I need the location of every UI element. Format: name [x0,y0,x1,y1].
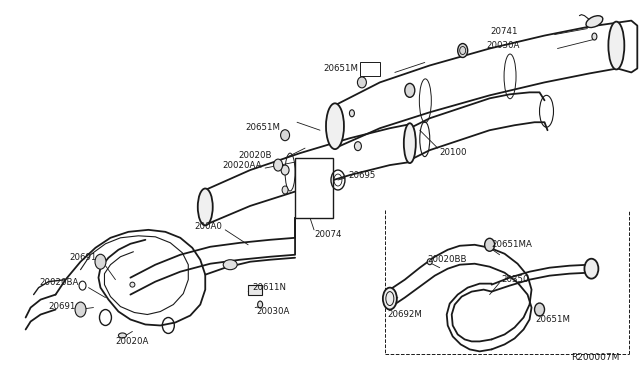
Ellipse shape [460,46,466,54]
Text: 20030A: 20030A [486,41,520,50]
Ellipse shape [383,288,397,310]
Text: 20651M: 20651M [536,315,570,324]
Ellipse shape [282,186,288,194]
Ellipse shape [281,165,289,175]
Text: 20691: 20691 [69,253,97,262]
Text: 20695: 20695 [348,170,375,180]
Text: 20020AA: 20020AA [223,161,262,170]
Ellipse shape [95,254,106,269]
Text: 20651M: 20651M [245,123,280,132]
Text: 20074: 20074 [314,230,342,239]
Bar [360,62,380,76]
Ellipse shape [130,282,135,287]
Bar [295,158,333,218]
Text: 20692M: 20692M [388,310,423,319]
Text: 200A0: 200A0 [195,222,222,231]
Ellipse shape [458,44,468,58]
Text: R200007M: R200007M [571,353,620,362]
Ellipse shape [258,301,262,308]
Ellipse shape [223,260,237,270]
Text: 20611N: 20611N [252,283,286,292]
Ellipse shape [349,110,355,117]
Ellipse shape [534,303,545,316]
Ellipse shape [586,16,603,28]
Ellipse shape [404,123,416,163]
Ellipse shape [428,259,432,265]
Ellipse shape [274,159,283,171]
Ellipse shape [592,33,597,40]
Ellipse shape [326,103,344,149]
Ellipse shape [75,302,86,317]
Text: 20651MA: 20651MA [492,240,532,249]
Text: 20020BB: 20020BB [428,255,467,264]
Text: 20030A: 20030A [256,307,289,316]
Text: 20020B: 20020B [239,151,272,160]
Text: 20020A: 20020A [115,337,149,346]
Ellipse shape [355,142,362,151]
Text: 20691: 20691 [48,302,76,311]
Text: 20741: 20741 [490,27,518,36]
Ellipse shape [484,238,495,251]
Text: 20020BA: 20020BA [39,278,79,287]
Ellipse shape [609,22,625,70]
Ellipse shape [118,333,127,338]
Text: 20100: 20100 [440,148,467,157]
Ellipse shape [584,259,598,279]
Ellipse shape [405,83,415,97]
Ellipse shape [280,130,289,141]
Bar [248,285,262,295]
Ellipse shape [198,189,212,225]
Text: 20350: 20350 [502,275,529,284]
Ellipse shape [357,77,366,88]
Text: 20651M: 20651M [323,64,358,73]
